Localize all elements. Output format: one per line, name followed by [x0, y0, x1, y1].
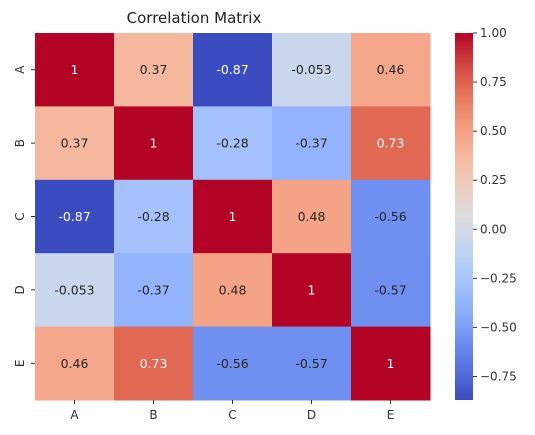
colorbar-tick-label-2: 0.50 — [480, 124, 507, 138]
colorbar-tick-label-6: −0.50 — [480, 320, 517, 334]
cell-value-label-D-A: -0.053 — [54, 282, 94, 297]
heatmap-cell-B-A — [35, 106, 115, 181]
heatmap-cells: 1 0.37 -0.87 -0.053 0.46 0.37 1 -0.28 -0.37 0.73 -… — [35, 33, 431, 401]
heatmap-cell-A-D — [272, 33, 352, 107]
cell-value-label-B-E: 0.73 — [377, 136, 405, 151]
heatmap-cell-C-A — [35, 179, 115, 254]
heatmap-cell-B-C — [193, 106, 273, 181]
heatmap-cell-D-C — [193, 253, 273, 328]
heatmap-cell-C-C — [193, 179, 273, 254]
cell-value-label-A-C: -0.87 — [216, 62, 248, 77]
cell-value-label-C-E: -0.56 — [374, 209, 406, 224]
heatmap-cell-A-B — [114, 33, 194, 107]
y-tick-label-E: E — [13, 360, 27, 368]
heatmap-cell-D-D — [272, 253, 352, 328]
cell-value-label-A-D: -0.053 — [291, 62, 331, 77]
heatmap-cell-B-D — [272, 106, 352, 181]
colorbar-tick-label-5: −0.25 — [480, 271, 517, 285]
cell-value-label-C-A: -0.87 — [58, 209, 90, 224]
cell-value-label-B-A: 0.37 — [61, 136, 89, 151]
cell-value-label-B-D: -0.37 — [295, 136, 327, 151]
cell-value-label-E-C: -0.56 — [216, 356, 248, 371]
colorbar-tick-label-4: 0.00 — [480, 222, 507, 236]
cell-value-label-D-D: 1 — [308, 282, 316, 297]
heatmap-cell-C-B — [114, 179, 194, 254]
cell-value-label-B-B: 1 — [150, 136, 158, 151]
heatmap-cell-B-B — [114, 106, 194, 181]
cell-value-label-E-A: 0.46 — [61, 356, 89, 371]
chart-title: Correlation Matrix — [127, 9, 262, 27]
y-tick-label-D: D — [13, 285, 27, 294]
cell-value-label-E-E: 1 — [387, 356, 395, 371]
cell-value-label-D-C: 0.48 — [219, 282, 247, 297]
cell-value-label-A-E: 0.46 — [377, 62, 405, 77]
heatmap-cell-A-C — [193, 33, 273, 107]
colorbar-tick-label-1: 0.75 — [480, 75, 507, 89]
colorbar-tick-label-3: 0.25 — [480, 173, 507, 187]
heatmap-cell-E-E — [351, 326, 431, 401]
heatmap-cell-D-E — [351, 253, 431, 328]
colorbar-gradient — [455, 33, 473, 400]
cell-value-label-E-D: -0.57 — [295, 356, 327, 371]
cell-value-label-B-C: -0.28 — [216, 136, 248, 151]
x-tick-label-C: C — [228, 408, 236, 422]
x-axis: A B C D E — [70, 400, 394, 422]
heatmap-cell-A-E — [351, 33, 431, 107]
colorbar-tick-label-0: 1.00 — [480, 26, 507, 40]
heatmap-cell-C-E — [351, 179, 431, 254]
x-tick-label-E: E — [387, 408, 395, 422]
heatmap-cell-E-C — [193, 326, 273, 401]
heatmap-cell-E-B — [114, 326, 194, 401]
heatmap-cell-D-A — [35, 253, 115, 328]
cell-value-label-C-C: 1 — [229, 209, 237, 224]
y-tick-label-C: C — [13, 212, 27, 220]
heatmap-cell-D-B — [114, 253, 194, 328]
cell-value-label-C-D: 0.48 — [298, 209, 326, 224]
cell-value-label-A-A: 1 — [71, 62, 79, 77]
cell-value-label-D-B: -0.37 — [137, 282, 169, 297]
x-tick-label-B: B — [149, 408, 157, 422]
heatmap-cell-C-D — [272, 179, 352, 254]
colorbar: 1.00 0.75 0.50 0.25 0.00 −0.25 −0.50 −0.75 — [455, 26, 517, 400]
y-tick-label-B: B — [13, 139, 27, 147]
heatmap-cell-E-A — [35, 326, 115, 401]
heatmap-cell-B-E — [351, 106, 431, 181]
x-tick-label-D: D — [307, 408, 316, 422]
colorbar-tick-label-7: −0.75 — [480, 369, 517, 383]
y-tick-label-A: A — [13, 65, 27, 74]
cell-value-label-E-B: 0.73 — [140, 356, 168, 371]
heatmap-cell-E-D — [272, 326, 352, 401]
heatmap-cell-A-A — [35, 33, 115, 107]
x-tick-label-A: A — [70, 408, 79, 422]
cell-value-label-C-B: -0.28 — [137, 209, 169, 224]
cell-value-label-D-E: -0.57 — [374, 282, 406, 297]
y-axis: A B C D E — [13, 65, 35, 367]
cell-value-label-A-B: 0.37 — [140, 62, 168, 77]
